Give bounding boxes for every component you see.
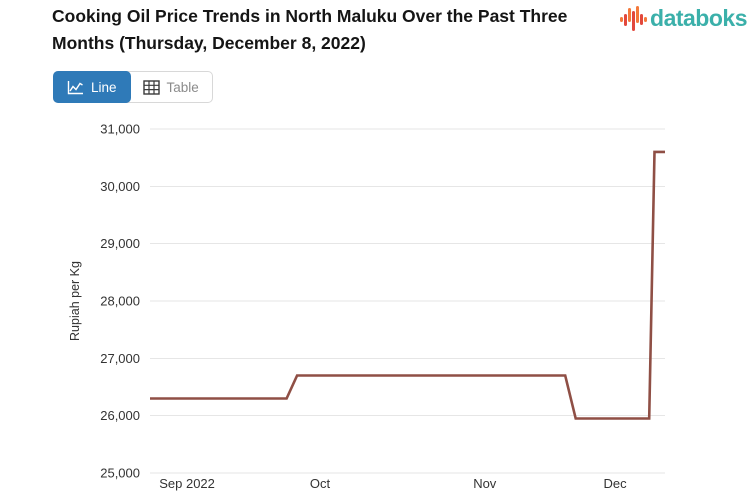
x-tick-label: Dec bbox=[603, 476, 627, 491]
x-tick-label: Oct bbox=[310, 476, 331, 491]
y-tick-label: 26,000 bbox=[100, 408, 140, 423]
y-tick-label: 30,000 bbox=[100, 179, 140, 194]
table-icon bbox=[142, 79, 160, 95]
page-title: Cooking Oil Price Trends in North Maluku… bbox=[52, 6, 568, 53]
databoks-logo[interactable]: databoks bbox=[620, 5, 747, 33]
line-chart: 25,000 26,000 27,000 28,000 29,000 30,000 31,0… bbox=[68, 122, 665, 491]
line-view-label: Line bbox=[91, 79, 117, 95]
x-tick-label: Sep 2022 bbox=[159, 476, 215, 491]
x-tick-label: Nov bbox=[473, 476, 497, 491]
line-view-button[interactable]: Line bbox=[53, 71, 131, 103]
y-tick-label: 29,000 bbox=[100, 236, 140, 251]
y-tick-label: 27,000 bbox=[100, 351, 140, 366]
databoks-logo-text: databoks bbox=[650, 5, 747, 31]
table-view-label: Table bbox=[166, 79, 199, 95]
series-line[interactable] bbox=[150, 150, 665, 420]
y-tick-label: 31,000 bbox=[100, 122, 140, 137]
view-toggle: Line Table bbox=[53, 71, 213, 103]
line-chart-icon bbox=[67, 80, 83, 94]
y-axis-title: Rupiah per Kg bbox=[68, 261, 82, 341]
databoks-logo-icon bbox=[620, 6, 648, 31]
y-tick-label: 25,000 bbox=[100, 466, 140, 481]
table-view-button[interactable]: Table bbox=[130, 72, 212, 102]
y-tick-label: 28,000 bbox=[100, 294, 140, 309]
